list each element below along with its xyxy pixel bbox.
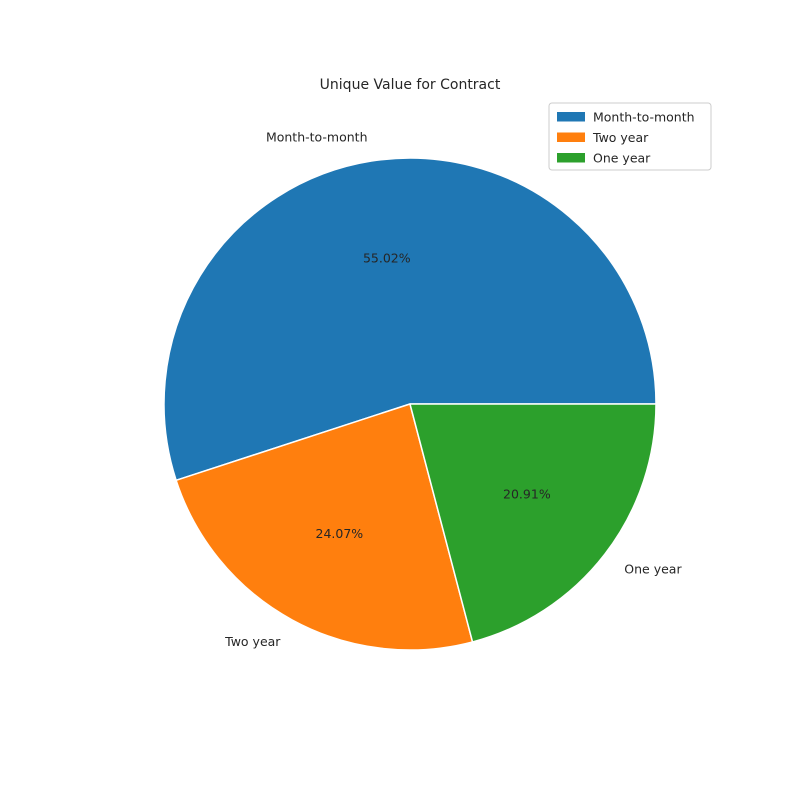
slice-label-one-year: One year [624,562,682,577]
legend-swatch-one-year [557,153,585,163]
legend-label-one-year: One year [593,151,651,166]
pie-slice-month-to-month [163,157,657,482]
pie-slices [163,157,657,651]
slice-percent-one-year: 20.91% [503,487,551,502]
legend-label-two-year: Two year [592,130,649,145]
pie-labels: Month-to-month 55.02% Two year 24.07% One ye… [224,129,682,649]
pie-slice-one-year [409,403,657,643]
legend-frame [548,102,712,171]
chart-title: Unique Value for Contract [320,77,501,93]
legend-swatch-month-to-month [557,112,585,122]
slice-label-month-to-month: Month-to-month [266,129,368,144]
legend-label-month-to-month: Month-to-month [593,110,695,125]
legend-swatch-two-year [557,132,585,142]
pie-slice-two-year [175,403,474,651]
legend: Month-to-month Two year One year [548,102,712,171]
slice-label-two-year: Two year [224,634,281,649]
slice-percent-two-year: 24.07% [316,526,364,541]
slice-percent-month-to-month: 55.02% [363,251,411,266]
